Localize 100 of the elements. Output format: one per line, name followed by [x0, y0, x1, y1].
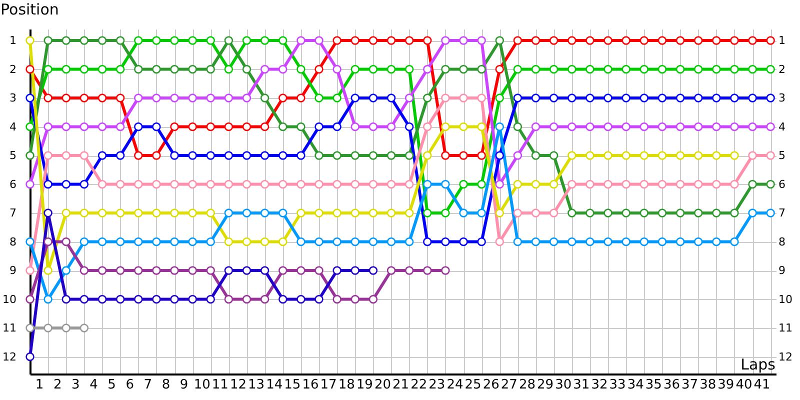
- point: [568, 94, 576, 102]
- point: [404, 208, 414, 218]
- point: [622, 237, 630, 246]
- point: [350, 122, 360, 132]
- point: [62, 122, 70, 132]
- y-tick-label: 8: [10, 235, 16, 248]
- point: [766, 36, 775, 45]
- point: [676, 122, 685, 132]
- point: [441, 64, 450, 74]
- point: [314, 64, 324, 74]
- point: [188, 151, 197, 160]
- point: [26, 94, 34, 102]
- point: [80, 64, 89, 74]
- point: [730, 94, 739, 102]
- x-tick-label: 22: [410, 378, 428, 392]
- point: [368, 294, 378, 304]
- point: [676, 151, 685, 160]
- point: [44, 208, 52, 218]
- point: [224, 180, 234, 189]
- point: [766, 151, 775, 160]
- x-tick-label: 30: [555, 378, 572, 392]
- point: [694, 151, 703, 160]
- y2-tick-label: 5: [778, 149, 786, 162]
- point: [368, 122, 378, 132]
- point: [242, 266, 252, 275]
- point: [44, 64, 52, 74]
- x-tick-label: 5: [108, 378, 116, 392]
- point: [134, 151, 143, 160]
- point: [676, 36, 685, 45]
- point: [332, 266, 342, 275]
- x-tick-label: 18: [338, 378, 355, 392]
- point: [80, 36, 89, 45]
- point: [640, 122, 648, 132]
- point: [242, 180, 252, 189]
- point: [622, 36, 630, 45]
- point: [152, 64, 161, 74]
- x-tick-label: 19: [356, 378, 373, 392]
- point: [80, 208, 89, 218]
- point: [80, 324, 89, 332]
- point: [459, 180, 468, 189]
- x-tick-label: 33: [609, 378, 626, 392]
- point: [188, 294, 197, 304]
- point: [549, 208, 558, 218]
- point: [531, 180, 540, 189]
- point: [513, 208, 522, 218]
- point: [278, 122, 288, 132]
- y-tick-label: 11: [2, 322, 16, 334]
- point: [332, 64, 342, 74]
- point: [459, 64, 468, 74]
- point: [26, 151, 34, 160]
- point: [495, 180, 504, 189]
- point: [477, 94, 486, 102]
- point: [242, 294, 252, 304]
- point: [116, 151, 125, 160]
- point: [134, 94, 143, 102]
- point: [314, 266, 324, 275]
- point: [296, 266, 306, 275]
- point: [98, 294, 107, 304]
- point: [441, 266, 450, 275]
- point: [748, 64, 757, 74]
- point: [694, 94, 703, 102]
- point: [368, 266, 378, 275]
- point: [712, 64, 721, 74]
- point: [26, 266, 34, 275]
- point: [188, 122, 197, 132]
- point: [730, 122, 739, 132]
- point: [477, 208, 486, 218]
- point: [622, 94, 630, 102]
- y2-tick-label: 6: [778, 178, 786, 191]
- point: [26, 352, 34, 362]
- point: [477, 151, 486, 160]
- point: [658, 180, 667, 189]
- point: [531, 64, 540, 74]
- point: [350, 180, 360, 189]
- point: [26, 122, 34, 132]
- point: [296, 180, 306, 189]
- point: [386, 94, 396, 102]
- y2-tick-label: 7: [778, 206, 786, 220]
- point: [423, 94, 432, 102]
- point: [314, 36, 324, 45]
- point: [730, 151, 739, 160]
- point: [676, 180, 685, 189]
- point: [62, 94, 70, 102]
- point: [640, 36, 648, 45]
- point: [242, 36, 252, 45]
- x-tick-label: 20: [374, 378, 391, 392]
- point: [622, 208, 630, 218]
- y-tick-label: 12: [2, 350, 16, 364]
- point: [314, 151, 324, 160]
- point: [694, 64, 703, 74]
- y2-tick-label: 4: [778, 120, 786, 134]
- point: [730, 237, 739, 246]
- x-tick-label: 27: [500, 378, 518, 392]
- point: [604, 64, 612, 74]
- point: [116, 208, 125, 218]
- point: [62, 294, 70, 304]
- point: [278, 266, 288, 275]
- point: [730, 36, 739, 45]
- point: [116, 122, 125, 132]
- point: [423, 180, 432, 189]
